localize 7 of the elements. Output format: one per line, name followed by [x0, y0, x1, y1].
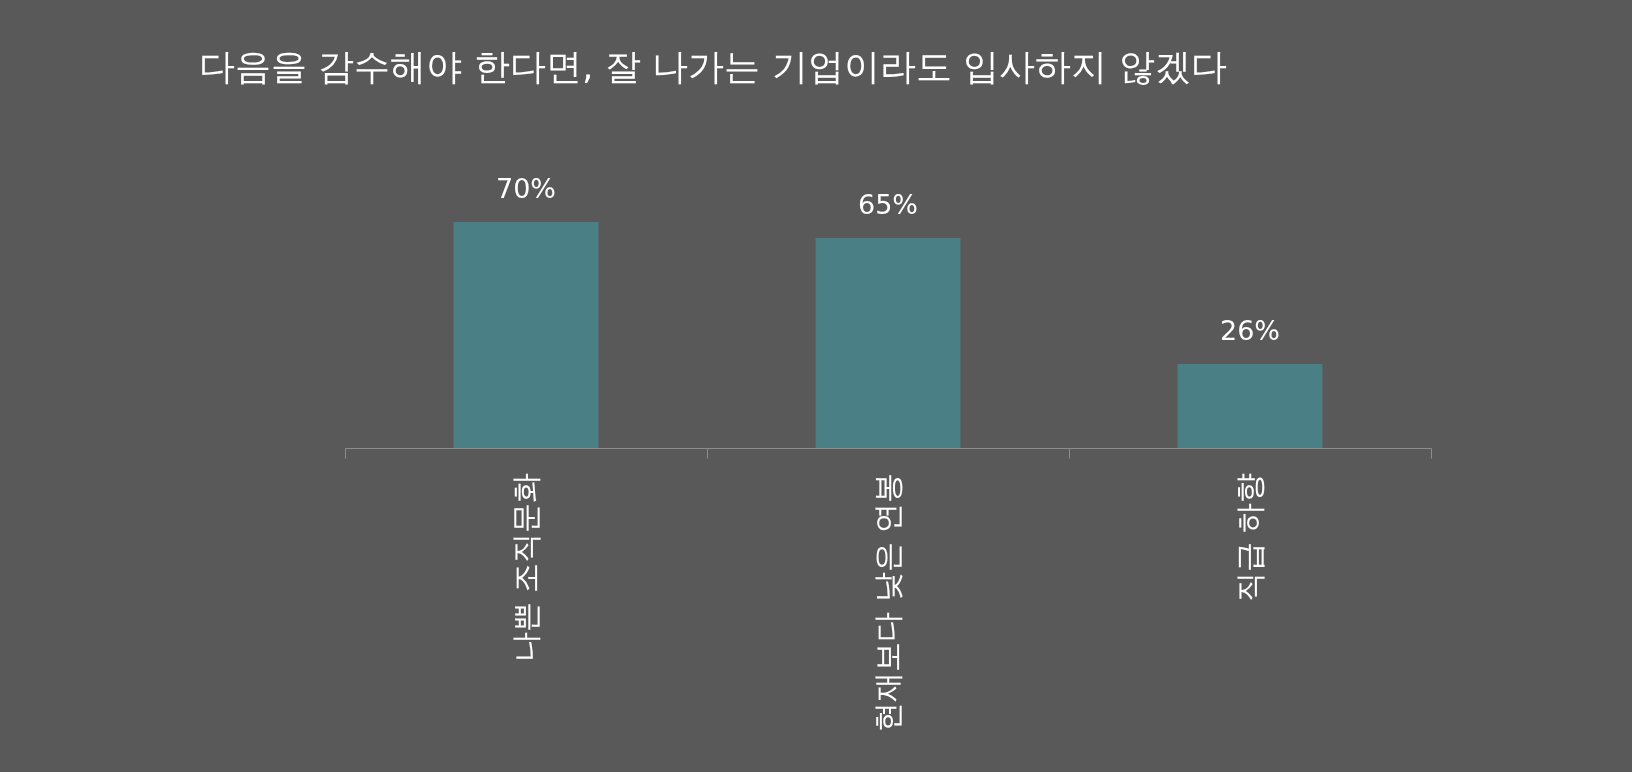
x-tick-label: 나쁜 조직문화: [507, 472, 543, 663]
chart-title: 다음을 감수해야 한다면, 잘 나가는 기업이라도 입사하지 않겠다: [199, 46, 1227, 87]
data-label: 70%: [495, 172, 557, 204]
data-label: 26%: [1219, 315, 1281, 347]
data-label: 65%: [857, 189, 919, 221]
x-tick-label: 현재보다 낮은 연봉: [869, 472, 905, 732]
x-tick-label: 직급 하향: [1231, 472, 1267, 603]
